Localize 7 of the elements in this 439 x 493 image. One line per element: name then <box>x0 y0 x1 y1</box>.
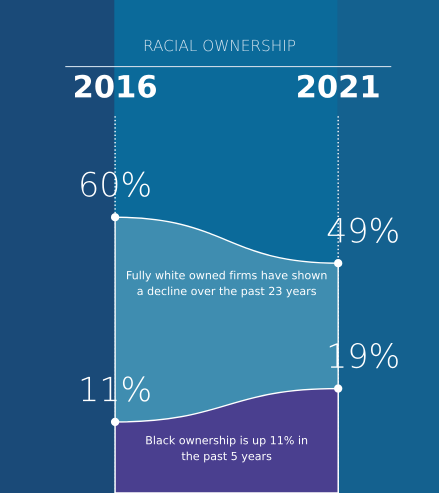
chart-title: RACIAL OWNERSHIP <box>144 40 296 52</box>
data-label: 60% <box>81 172 150 197</box>
data-label: 49% <box>328 218 398 243</box>
x-tick-label: 2016 <box>75 74 156 98</box>
annotation: Fully white owned firms have shown a decline over the past 23 years <box>127 270 326 298</box>
annotation: Black ownership is up 11% in the past 5 years <box>146 436 308 462</box>
x-tick-label: 2021 <box>298 74 379 98</box>
